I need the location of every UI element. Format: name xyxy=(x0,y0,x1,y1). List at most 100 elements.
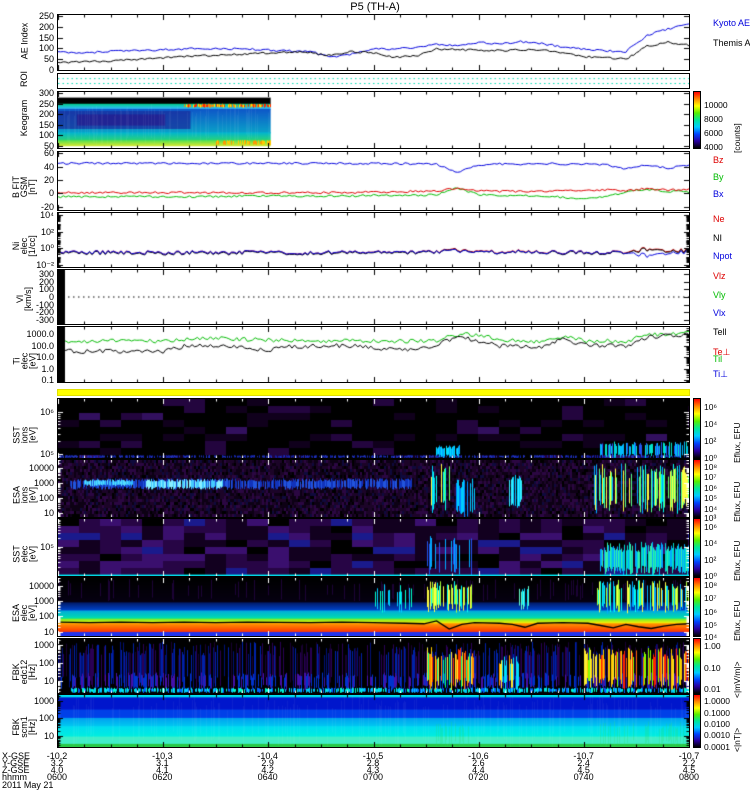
ytick-v-4: -100 xyxy=(35,299,54,310)
colorbar-unit-fbk_b: <|nT|> xyxy=(732,727,742,752)
axis-value-ygse-5: 2.4 xyxy=(577,758,590,768)
panel-ae xyxy=(57,14,690,71)
axis-value-xgse-6: -10.7 xyxy=(678,751,700,761)
colorbar-tick-esa_i-5: 10³ xyxy=(704,513,717,524)
axis-value-zgse-1: 4.1 xyxy=(156,764,169,775)
panel-esa_e xyxy=(57,577,690,637)
colorbar-tick-fbk_e-0: 1.00 xyxy=(704,641,721,652)
axis-date-label: 2011 May 21 xyxy=(2,780,54,790)
ytick-fbk_e-2: 10 xyxy=(43,676,54,687)
ytick-ae-4: 50 xyxy=(43,54,54,65)
ytick-keo-2: 200 xyxy=(38,109,54,120)
legend-ni-Ne: Ne xyxy=(713,214,725,225)
ytick-keo-3: 150 xyxy=(38,119,54,130)
colorbar-tick-keo-0: 10000 xyxy=(704,100,728,111)
plot-canvas-ti xyxy=(58,327,689,382)
legend-ae-Themis AE: Themis AE xyxy=(713,38,750,49)
ytick-keo-5: 50 xyxy=(43,140,54,151)
axis-value-xgse-4: -10.6 xyxy=(468,751,489,761)
ytick-esa_e-2: 100 xyxy=(38,611,54,622)
ytick-v-0: 300 xyxy=(38,268,54,279)
colorbar-tick-keo-3: 4000 xyxy=(704,142,723,153)
colorbar-tick-esa_i-1: 10⁷ xyxy=(704,472,717,483)
legend-ni-NI: NI xyxy=(713,232,722,243)
axis-value-xgse-1: -10.3 xyxy=(152,751,173,761)
colorbar-tick-esa_e-0: 10⁸ xyxy=(704,580,718,591)
colorbar-tick-sst_i-2: 10² xyxy=(704,436,717,447)
ytick-esa_e-0: 10000 xyxy=(28,580,54,591)
axis-value-zgse-3: 4.3 xyxy=(366,764,380,775)
legend-bfit-Bz: Bz xyxy=(713,155,724,165)
colorbar-tick-keo-1: 8000 xyxy=(704,114,723,125)
plot-canvas-ae xyxy=(58,15,689,70)
colorbar-tick-sst_e-2: 10² xyxy=(704,554,717,565)
axis-value-hhmm-0: 0600 xyxy=(46,772,68,782)
panel-fbk_e xyxy=(57,638,690,694)
ytick-keo-1: 250 xyxy=(38,98,54,109)
axis-row-label-Y-GSE: Y-GSE xyxy=(2,758,30,768)
axis-value-hhmm-6: 0800 xyxy=(678,772,700,782)
axis-value-xgse-2: -10.4 xyxy=(257,751,278,761)
ytick-fbk_e-1: 100 xyxy=(38,658,54,669)
axis-value-zgse-5: 4.5 xyxy=(577,764,590,775)
axis-value-ygse-2: 2.9 xyxy=(261,758,274,768)
ytick-esa_e-3: 10 xyxy=(43,626,54,637)
axis-value-hhmm-2: 0640 xyxy=(257,772,278,782)
ytick-ae-1: 200 xyxy=(38,21,54,32)
plot-canvas-bfit xyxy=(58,152,689,210)
panel-sst_e xyxy=(57,518,690,577)
colorbar-sst_e xyxy=(693,518,701,577)
panel-ni xyxy=(57,212,690,268)
legend-ae-Kyoto AE: Kyoto AE xyxy=(713,17,750,28)
ytick-fbk_b-0: 1000 xyxy=(33,696,54,707)
colorbar-unit-esa_i: Eflux, EFU xyxy=(732,481,742,522)
panel-roi xyxy=(57,73,690,89)
axis-value-zgse-6: 4.5 xyxy=(682,764,696,775)
legend-v-Vlz: Vlz xyxy=(713,271,726,282)
colorbar-unit-sst_e: Eflux, EFU xyxy=(732,540,742,581)
panel-label-sst_e: SST elec [eV] xyxy=(11,544,37,563)
legend-ti-Te⊥: Te⊥ xyxy=(713,346,731,357)
ytick-sst_i-0: 10⁶ xyxy=(40,406,54,417)
panel-ti xyxy=(57,326,690,383)
ytick-ni-3: 10⁻² xyxy=(36,259,54,270)
colorbar-tick-esa_e-3: 10⁵ xyxy=(704,619,717,630)
ytick-ti-4: 0.1 xyxy=(41,375,54,386)
axis-value-hhmm-5: 0740 xyxy=(573,772,594,782)
colorbar-tick-sst_i-3: 10⁰ xyxy=(704,453,717,464)
colorbar-tick-fbk_b-3: 0.0010 xyxy=(704,730,730,741)
axis-value-ygse-4: 2.6 xyxy=(472,758,485,768)
axis-value-zgse-2: 4.2 xyxy=(261,764,274,775)
colorbar-tick-esa_i-3: 10⁵ xyxy=(704,493,717,504)
legend-bfit-Bx: Bx xyxy=(713,189,724,199)
ytick-esa_i-2: 100 xyxy=(38,492,54,503)
ytick-fbk_e-0: 1000 xyxy=(33,640,54,651)
ytick-bfit-1: 40 xyxy=(43,161,54,172)
ytick-ni-2: 10⁰ xyxy=(40,243,54,254)
axis-value-zgse-0: 4.0 xyxy=(50,764,64,775)
colorbar-unit-sst_i: Eflux, EFU xyxy=(732,422,742,463)
ytick-v-3: 0 xyxy=(48,292,54,302)
ytick-ti-3: 1.0 xyxy=(41,363,54,374)
ytick-esa_i-0: 10000 xyxy=(28,462,54,473)
colorbar-unit-fbk_e: <|mV/m|> xyxy=(732,661,742,698)
plot-canvas-keo xyxy=(58,92,689,148)
axis-value-zgse-4: 4.4 xyxy=(472,764,485,775)
panel-fbk_b xyxy=(57,694,690,748)
colorbar-tick-sst_e-1: 10⁴ xyxy=(704,538,718,549)
ytick-ni-1: 10² xyxy=(40,226,54,237)
colorbar-tick-sst_e-3: 10⁰ xyxy=(704,571,717,582)
ytick-bfit-0: 60 xyxy=(43,148,54,159)
plot-canvas-sst_e xyxy=(58,519,689,576)
axis-value-ygse-0: 3.2 xyxy=(50,758,64,768)
ytick-v-5: -200 xyxy=(35,307,54,318)
colorbar-tick-sst_e-0: 10⁶ xyxy=(704,521,717,532)
axis-row-label-X-GSE: X-GSE xyxy=(2,751,31,761)
panel-label-fbk_e: FBK edc12 [Hz] xyxy=(11,659,37,685)
axis-value-ygse-6: 2.2 xyxy=(682,758,696,768)
ytick-v-1: 200 xyxy=(38,276,54,287)
ytick-ae-3: 100 xyxy=(38,43,54,54)
colorbar-unit-esa_e: Eflux, EFU xyxy=(732,600,742,641)
colorbar-esa_e xyxy=(693,577,701,637)
axis-row-label-Z-GSE: Z-GSE xyxy=(2,764,30,775)
